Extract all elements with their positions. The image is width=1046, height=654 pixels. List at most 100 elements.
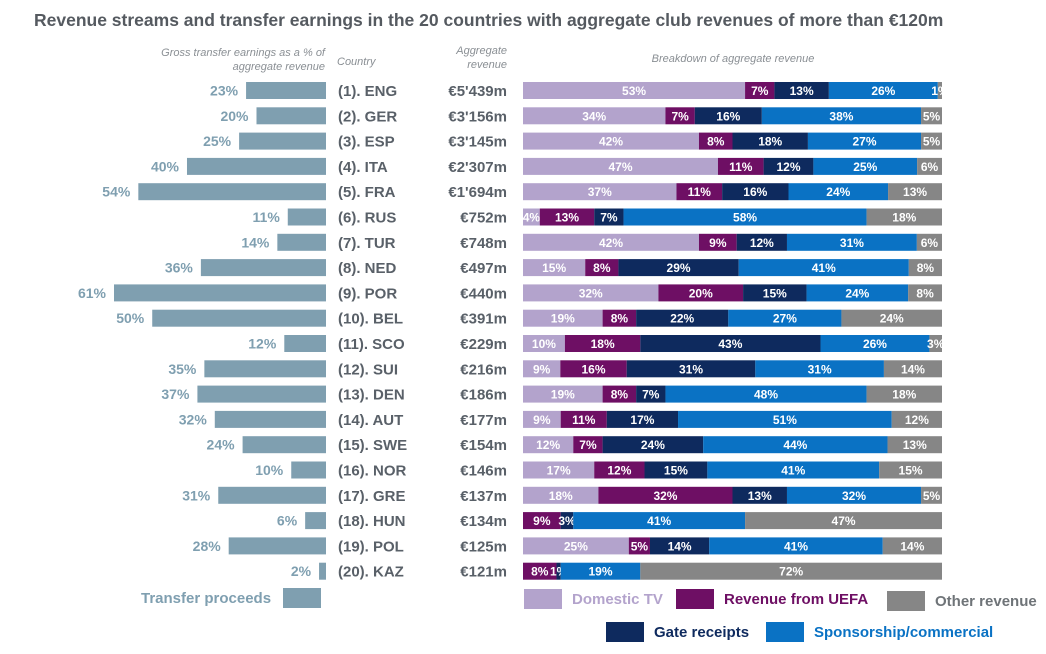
transfer-bar <box>284 335 326 352</box>
aggregate-label: €154m <box>460 437 507 454</box>
segment-label: 11% <box>572 413 596 427</box>
legend-swatch-1 <box>676 589 714 609</box>
breakdown-segment <box>888 183 942 201</box>
breakdown-segment <box>523 562 557 580</box>
legend-label-0: Domestic TV <box>572 590 663 608</box>
transfer-label: 40% <box>151 158 180 174</box>
transfer-bar <box>218 486 326 504</box>
segment-label: 31% <box>840 236 864 250</box>
segment-label: 8% <box>916 286 934 300</box>
breakdown-segment <box>788 183 889 201</box>
transfer-bar <box>242 436 326 454</box>
breakdown-segment <box>738 259 909 277</box>
country-label: (1). ENG <box>338 83 397 100</box>
breakdown-segment <box>585 259 619 277</box>
breakdown-segment <box>640 562 942 580</box>
legend-swatch-4 <box>887 591 925 611</box>
breakdown-segment <box>929 335 942 352</box>
breakdown-segment <box>807 132 922 150</box>
breakdown-segment <box>743 284 807 302</box>
breakdown-segment <box>908 259 942 277</box>
segment-label: 41% <box>647 514 671 528</box>
segment-label: 12% <box>776 160 800 174</box>
aggregate-label: €752m <box>460 210 507 227</box>
legend-label-1: Revenue from UEFA <box>724 590 869 608</box>
breakdown-segment <box>786 486 922 504</box>
breakdown-segment <box>560 360 627 378</box>
transfer-label: 61% <box>78 285 107 301</box>
breakdown-segment <box>523 309 603 327</box>
breakdown-segment <box>523 385 603 403</box>
segment-label: 32% <box>842 489 866 503</box>
breakdown-segment <box>523 537 629 555</box>
segment-label: 5% <box>923 489 941 503</box>
country-label: (11). SCO <box>338 336 405 353</box>
country-label: (20). KAZ <box>338 564 404 581</box>
segment-label: 7% <box>671 109 689 123</box>
breakdown-segment <box>908 284 942 302</box>
breakdown-segment <box>866 385 942 403</box>
aggregate-label: €121m <box>460 564 507 581</box>
aggregate-label: €3'156m <box>448 108 507 125</box>
breakdown-segment <box>841 309 942 327</box>
aggregate-label: €137m <box>460 488 507 505</box>
legend-label-3: Sponsorship/commercial <box>814 623 994 641</box>
segment-label: 5% <box>631 539 649 553</box>
segment-label: 38% <box>829 109 853 123</box>
segment-label: 29% <box>667 261 691 275</box>
breakdown-segment <box>618 259 739 277</box>
country-label: (10). BEL <box>338 311 403 328</box>
country-label: (2). GER <box>338 108 397 125</box>
breakdown-segment <box>644 461 708 479</box>
breakdown-segment <box>523 107 666 125</box>
segment-label: 13% <box>903 185 927 199</box>
segment-label: 42% <box>599 135 623 149</box>
segment-label: 13% <box>903 438 927 452</box>
aggregate-label: €186m <box>460 387 507 404</box>
segment-label: 14% <box>668 539 692 553</box>
breakdown-segment <box>745 512 942 530</box>
transfer-bar <box>287 208 326 226</box>
legend-swatch-transfer <box>283 588 322 608</box>
breakdown-segment <box>658 284 744 302</box>
aggregate-label: €1'694m <box>448 184 507 201</box>
chart-canvas: 23% (1). ENG €5'439m 53% 7% 13% 26% 1% 20% (2). G… <box>77 82 942 581</box>
breakdown-segment <box>732 132 808 150</box>
transfer-header: Gross transfer earnings as a % of aggreg… <box>161 47 325 73</box>
breakdown-segment <box>698 233 737 251</box>
breakdown-segment <box>755 360 884 378</box>
segment-label: 43% <box>718 337 742 351</box>
aggregate-label: €748m <box>460 235 507 252</box>
segment-label: 14% <box>901 362 925 376</box>
breakdown-header: Breakdown of aggregate revenue <box>651 53 815 65</box>
breakdown-segment <box>640 335 821 352</box>
breakdown-segment <box>676 183 723 201</box>
transfer-bar <box>319 562 326 580</box>
breakdown-segment <box>736 233 787 251</box>
transfer-bar <box>291 461 326 479</box>
segment-label: 27% <box>852 135 876 149</box>
legend-domestic-tv: Domestic TV <box>524 589 663 609</box>
breakdown-segment <box>523 461 595 479</box>
breakdown-segment <box>523 284 659 302</box>
segment-label: 32% <box>579 286 603 300</box>
breakdown-segment <box>917 157 942 175</box>
aggregate-label: €497m <box>460 260 507 277</box>
breakdown-segment <box>709 537 883 555</box>
country-label: (9). POR <box>338 285 397 302</box>
segment-label: 48% <box>754 388 778 402</box>
breakdown-segment <box>921 107 942 125</box>
segment-label: 7% <box>579 438 597 452</box>
breakdown-segment <box>523 259 586 277</box>
country-label: (7). TUR <box>338 235 396 252</box>
segment-label: 11% <box>688 185 712 199</box>
aggregate-label: €2'307m <box>448 159 507 176</box>
segment-label: 31% <box>679 362 703 376</box>
breakdown-segment <box>866 208 942 226</box>
breakdown-segment <box>523 208 540 226</box>
segment-label: 37% <box>588 185 612 199</box>
segment-label: 6% <box>921 160 939 174</box>
transfer-bar <box>277 233 326 251</box>
transfer-label: 36% <box>165 260 194 276</box>
transfer-label: 11% <box>253 209 281 225</box>
